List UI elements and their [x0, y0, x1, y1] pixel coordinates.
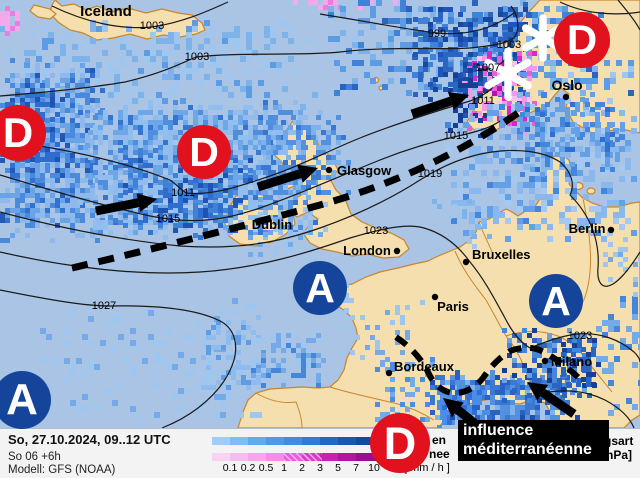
- legend-datetime: So, 27.10.2024, 09..12 UTC: [8, 432, 171, 447]
- region-label-iceland: Iceland: [80, 3, 132, 20]
- annotation-box: influence méditerranéenne: [458, 420, 609, 461]
- city-dot: [393, 247, 401, 255]
- flow-dashed-lines: [71, 110, 583, 397]
- city-label: Dublin: [252, 217, 292, 232]
- isobar-label: 1011: [171, 187, 195, 199]
- isobar-label: 1003: [140, 20, 164, 32]
- colorbar-tick: 1: [281, 462, 287, 474]
- isobar-label: 1015: [156, 213, 180, 225]
- legend-fragment-pressure: hPa]: [606, 448, 633, 462]
- landmass-iceland: [49, 0, 206, 41]
- isobar-label: 1003: [497, 39, 521, 51]
- legend-fragment-rain: en: [432, 433, 447, 447]
- colorbar-tick: 2: [299, 462, 305, 474]
- city-label: London: [343, 243, 391, 258]
- pressure-center-A: A: [529, 274, 583, 328]
- flow-arrows: [95, 91, 577, 430]
- colorbar-tick: 3: [317, 462, 323, 474]
- city-dot: [541, 357, 549, 365]
- city-label: Bordeaux: [394, 359, 455, 374]
- city-label: Bruxelles: [472, 247, 531, 262]
- pressure-center-D: D: [177, 125, 231, 179]
- city-dot: [562, 93, 570, 101]
- isobar-label: 1003: [185, 51, 209, 63]
- snowflake-icons: [484, 14, 565, 101]
- city-label: Berlin: [569, 221, 606, 236]
- isobar-label: 1019: [418, 168, 442, 180]
- city-dot: [431, 293, 439, 301]
- pressure-center-A: A: [293, 261, 347, 315]
- colorbar-tick: 0.2: [240, 462, 256, 474]
- pressure-center-D: D: [554, 12, 610, 68]
- landmass-iceland-fjords: [29, 4, 57, 20]
- city-dot: [325, 166, 333, 174]
- pressure-center-D: D: [0, 105, 46, 161]
- isobar-label: 1023: [568, 330, 592, 342]
- colorbar-tick: 0.5: [258, 462, 274, 474]
- isobar-label: 1011: [471, 95, 495, 107]
- rain-colorbar: [212, 437, 392, 445]
- legend-model: Modell: GFS (NOAA): [8, 464, 116, 476]
- snowflake-icon: [484, 47, 532, 101]
- city-dot: [385, 369, 393, 377]
- snow-colorbar-hatch: [284, 453, 322, 461]
- colorbar-tick: 7: [353, 462, 359, 474]
- city-label: Paris: [437, 299, 469, 314]
- legend-fragment-type: gsart: [604, 434, 634, 448]
- colorbar-tick: 0.1: [222, 462, 238, 474]
- city-label: Glasgow: [337, 163, 392, 178]
- city-dot: [607, 226, 615, 234]
- annotation-line2: méditerranéenne: [463, 440, 592, 458]
- colorbar-tick: 10: [368, 462, 380, 474]
- isobar-label: 1027: [92, 300, 116, 312]
- isobar-label: 1007: [476, 62, 500, 74]
- pressure-center-A: A: [0, 371, 51, 429]
- pressure-center-D: D: [370, 413, 430, 473]
- isobar-label: 1023: [364, 225, 388, 237]
- isobars: [0, 0, 640, 429]
- annotation-line1: influence: [463, 422, 534, 439]
- landmass-danish-island: [586, 187, 596, 195]
- isobar-label: 999: [428, 28, 446, 40]
- city-label: Oslo: [551, 77, 582, 93]
- city-label: Milano: [551, 354, 592, 369]
- legend-run: So 06 +6h: [8, 451, 61, 463]
- colorbar-tick: 5: [335, 462, 341, 474]
- colorbar-ticks: 0.1 0.2 0.5 1 2 3 5 7 10: [0, 462, 640, 476]
- city-dot: [462, 258, 470, 266]
- legend-fragment-snow: nee: [429, 447, 450, 461]
- isobar-label: 1015: [444, 130, 468, 142]
- map-labels: 999 1003 1003 1003 1007 1011 1011 1015 1015 1019 1…: [80, 3, 615, 377]
